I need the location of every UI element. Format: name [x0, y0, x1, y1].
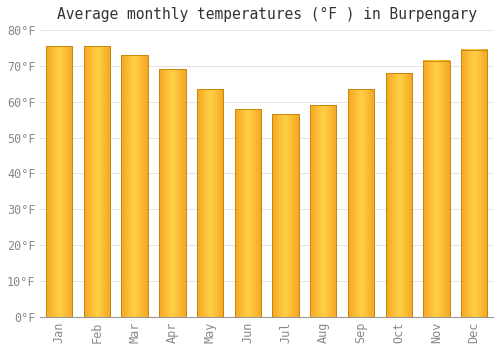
Bar — [461, 50, 487, 317]
Bar — [122, 55, 148, 317]
Bar — [272, 114, 299, 317]
Bar — [46, 46, 72, 317]
Bar — [234, 109, 261, 317]
Bar — [348, 89, 374, 317]
Bar — [424, 61, 450, 317]
Title: Average monthly temperatures (°F ) in Burpengary: Average monthly temperatures (°F ) in Bu… — [56, 7, 476, 22]
Bar — [84, 46, 110, 317]
Bar — [310, 105, 336, 317]
Bar — [386, 73, 412, 317]
Bar — [159, 70, 186, 317]
Bar — [197, 89, 224, 317]
